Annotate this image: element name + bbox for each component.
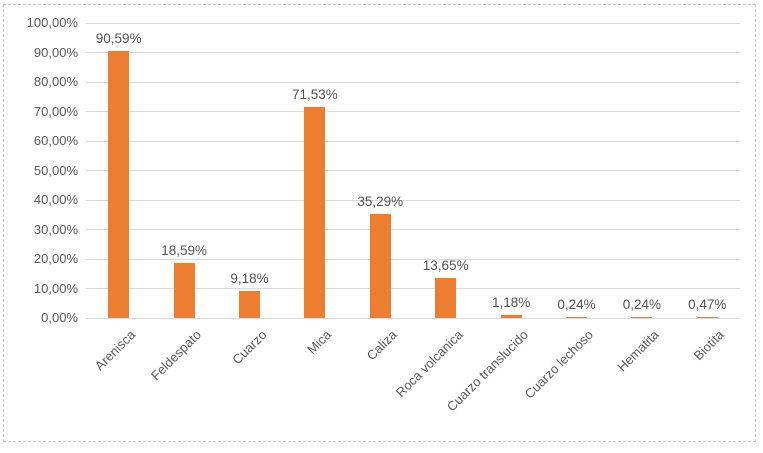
- gridline: [86, 111, 740, 112]
- bar-data-label: 0,47%: [688, 297, 727, 312]
- y-axis-tick-label: 50,00%: [33, 162, 78, 178]
- bar: [239, 291, 260, 318]
- bar: [369, 214, 391, 318]
- bar-data-label: 35,29%: [357, 194, 404, 209]
- bar: [566, 317, 587, 318]
- x-axis-category-label: Hematita: [614, 327, 662, 375]
- bar-data-label: 71,53%: [291, 87, 338, 102]
- x-axis-category-label: Mica: [304, 327, 335, 358]
- gridline: [86, 22, 740, 24]
- y-axis-tick-label: 70,00%: [33, 103, 78, 119]
- y-axis-tick-label: 20,00%: [33, 251, 78, 266]
- gridline: [86, 229, 740, 230]
- y-axis-tick-label: 90,00%: [33, 44, 78, 60]
- x-axis-category-label: Biotita: [690, 327, 727, 364]
- bar: [631, 317, 653, 318]
- bar: [500, 315, 522, 318]
- y-axis-tick-label: 80,00%: [33, 74, 78, 89]
- y-axis-tick-label: 60,00%: [33, 133, 78, 148]
- bar-data-label: 13,65%: [422, 258, 469, 273]
- gridline: [86, 199, 740, 201]
- x-axis-category-label: Arenisca: [91, 327, 139, 374]
- bar-data-label: 9,18%: [230, 271, 269, 286]
- bar: [108, 51, 130, 318]
- bar-data-label: 0,24%: [622, 297, 662, 312]
- bar: [435, 278, 457, 318]
- bar: [173, 263, 195, 318]
- gridline: [86, 258, 740, 260]
- x-axis-category-label: Feldespato: [147, 327, 204, 384]
- x-axis-category-label: Roca volcanica: [392, 327, 466, 400]
- gridline: [86, 52, 740, 53]
- gridline: [86, 81, 740, 83]
- gridline: [86, 288, 740, 289]
- y-axis-tick-label: 0,00%: [41, 310, 78, 325]
- y-axis-tick-label: 40,00%: [33, 192, 78, 207]
- bar-data-label: 18,59%: [161, 243, 207, 258]
- x-axis-category-label: Cuarzo: [228, 327, 270, 368]
- bar-data-label: 1,18%: [491, 295, 531, 310]
- x-axis-category-label: Cuarzo lechoso: [521, 327, 597, 402]
- bar: [304, 107, 326, 318]
- x-axis-category-label: Caliza: [363, 327, 400, 364]
- y-axis-tick-label: 100,00%: [26, 15, 78, 30]
- bar-data-label: 0,24%: [557, 297, 596, 312]
- y-axis-tick-label: 30,00%: [33, 221, 78, 237]
- y-axis-tick-label: 10,00%: [33, 280, 78, 296]
- gridline: [86, 140, 740, 142]
- gridline: [86, 170, 740, 171]
- bar: [696, 317, 718, 318]
- x-axis-line: [86, 317, 740, 319]
- bar-data-label: 90,59%: [95, 31, 142, 46]
